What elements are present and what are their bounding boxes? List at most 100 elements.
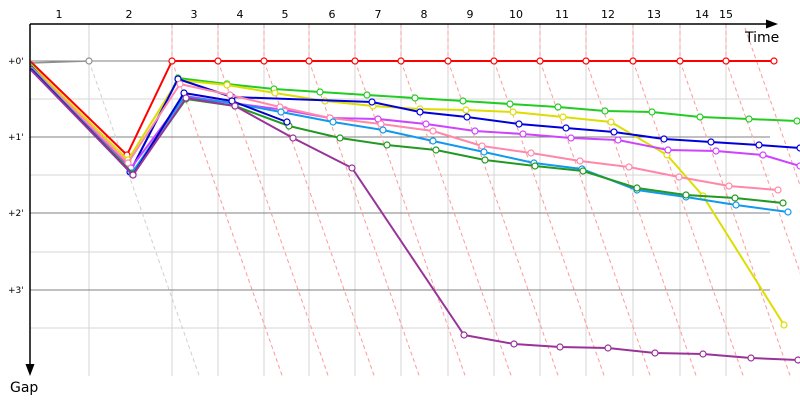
data-point-marker xyxy=(796,162,800,170)
series-pink xyxy=(30,66,782,194)
x-tick-label: 13 xyxy=(647,8,661,21)
data-point-marker xyxy=(444,57,452,65)
data-point-marker xyxy=(305,57,313,65)
data-point-marker xyxy=(462,106,470,114)
data-point-marker xyxy=(383,141,391,149)
data-point-marker xyxy=(707,138,715,146)
lap-line xyxy=(679,60,792,379)
data-point-marker xyxy=(780,321,788,329)
x-axis-title: Time xyxy=(744,30,779,46)
data-point-marker xyxy=(536,57,544,65)
data-point-marker xyxy=(755,141,763,149)
data-point-marker xyxy=(515,120,523,128)
data-point-marker xyxy=(129,171,137,179)
data-point-marker xyxy=(747,354,755,362)
x-tick-labels: 1 2 3 4 5 6 7 8 9 10 11 12 13 14 15 xyxy=(56,8,734,21)
data-point-marker xyxy=(176,80,184,88)
data-point-marker xyxy=(604,344,612,352)
data-point-marker xyxy=(368,98,376,106)
data-point-marker xyxy=(460,331,468,339)
data-point-marker xyxy=(519,130,527,138)
x-tick-label: 6 xyxy=(329,8,336,21)
data-point-marker xyxy=(759,151,767,159)
data-point-marker xyxy=(363,91,371,99)
data-point-marker xyxy=(182,94,190,102)
x-tick-label: 4 xyxy=(237,8,244,21)
data-point-marker xyxy=(463,113,471,121)
y-axis-title: Gap xyxy=(10,380,38,396)
series-group xyxy=(30,57,800,364)
data-point-marker xyxy=(397,57,405,65)
data-point-marker xyxy=(228,97,236,105)
data-point-marker xyxy=(336,134,344,142)
data-point-marker xyxy=(660,135,668,143)
data-point-marker xyxy=(562,124,570,132)
x-tick-label: 10 xyxy=(509,8,523,21)
x-tick-label: 7 xyxy=(375,8,382,21)
lap-line xyxy=(632,60,745,379)
x-tick-label: 8 xyxy=(421,8,428,21)
data-point-marker xyxy=(214,57,222,65)
data-point-marker xyxy=(576,157,584,165)
y-tick-label: +3' xyxy=(8,286,24,296)
data-point-marker xyxy=(770,57,778,65)
data-point-marker xyxy=(329,118,337,126)
data-point-marker xyxy=(416,108,424,116)
series-line xyxy=(30,65,800,173)
series-yellow xyxy=(30,64,788,329)
x-tick-label: 5 xyxy=(282,8,289,21)
data-point-marker xyxy=(85,57,93,65)
data-point-marker xyxy=(509,108,517,116)
data-point-marker xyxy=(316,88,324,96)
data-point-marker xyxy=(432,146,440,154)
data-point-marker xyxy=(567,134,575,142)
data-point-marker xyxy=(796,144,800,152)
data-point-marker xyxy=(745,115,753,123)
lap-line xyxy=(493,60,606,379)
series-line xyxy=(30,63,798,171)
series-gray xyxy=(30,57,93,65)
x-tick-label: 3 xyxy=(191,8,198,21)
data-point-marker xyxy=(722,57,730,65)
series-line xyxy=(30,60,90,64)
data-point-marker xyxy=(676,57,684,65)
data-point-marker xyxy=(699,350,707,358)
series-lightblue xyxy=(30,67,792,216)
series-line xyxy=(30,60,774,156)
x-tick-label: 2 xyxy=(126,8,133,21)
data-point-marker xyxy=(601,107,609,115)
data-point-marker xyxy=(651,349,659,357)
data-point-marker xyxy=(471,127,479,135)
series-blue xyxy=(30,65,800,176)
data-point-marker xyxy=(168,57,176,65)
y-tick-label: +1' xyxy=(8,133,24,143)
series-red xyxy=(30,57,778,159)
data-point-marker xyxy=(579,167,587,175)
data-point-marker xyxy=(480,148,488,156)
data-point-marker xyxy=(277,108,285,116)
data-point-marker xyxy=(556,343,564,351)
data-point-marker xyxy=(607,118,615,126)
grid xyxy=(30,24,770,376)
data-point-marker xyxy=(682,191,690,199)
data-point-marker xyxy=(625,163,633,171)
lap-line xyxy=(88,60,201,379)
data-point-marker xyxy=(289,134,297,142)
series-line xyxy=(30,68,288,176)
series-purple xyxy=(30,69,800,364)
data-point-marker xyxy=(422,120,430,128)
series-line xyxy=(30,66,779,191)
data-point-marker xyxy=(614,136,622,144)
data-point-marker xyxy=(510,340,518,348)
lap-line xyxy=(725,60,800,274)
data-point-marker xyxy=(725,182,733,190)
data-point-marker xyxy=(779,199,787,207)
data-point-marker xyxy=(490,57,498,65)
data-point-marker xyxy=(459,97,467,105)
data-point-marker xyxy=(648,108,656,116)
data-point-marker xyxy=(429,137,437,145)
data-point-marker xyxy=(429,127,437,135)
data-point-marker xyxy=(633,184,641,192)
data-point-marker xyxy=(554,103,562,111)
data-point-marker xyxy=(374,115,382,123)
